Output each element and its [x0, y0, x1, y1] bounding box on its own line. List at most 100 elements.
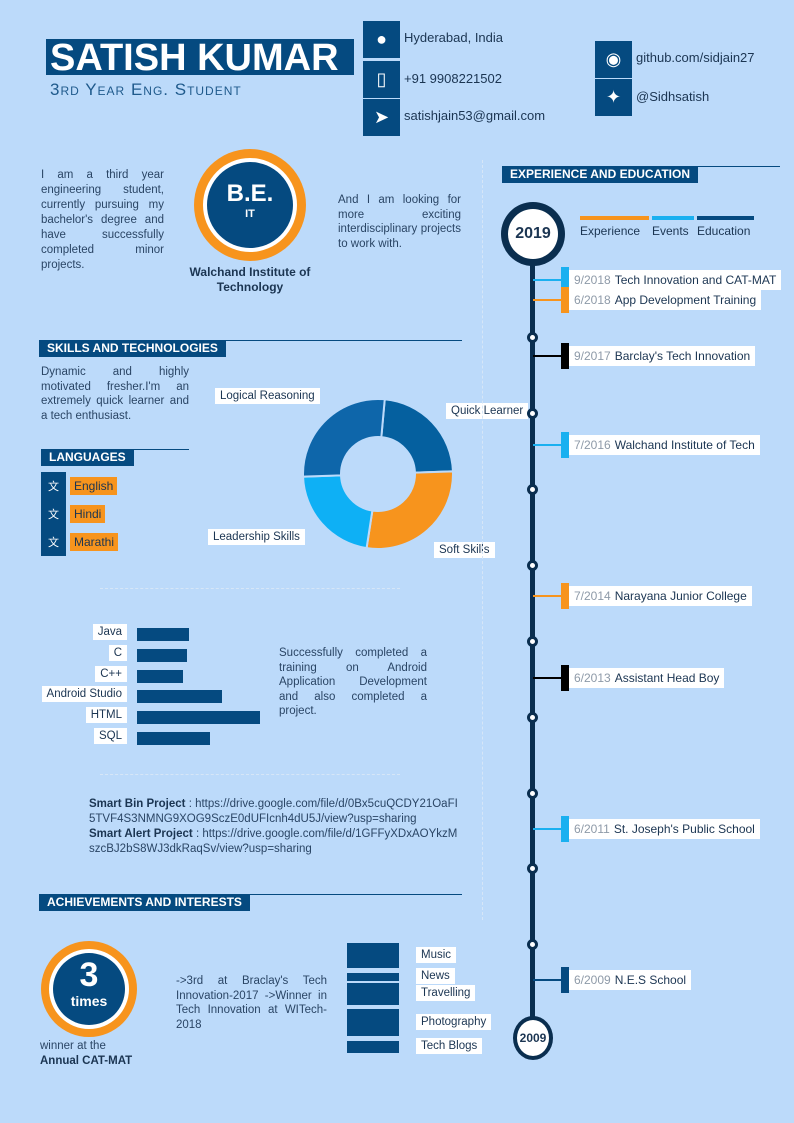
bar [137, 648, 188, 662]
contact-list: ● Hyderabad, India ▯ +91 9908221502 ➤ satis… [363, 21, 545, 136]
twitter-icon: ✦ [595, 79, 632, 116]
divider [39, 340, 462, 341]
timeline-node [527, 560, 538, 571]
project-link[interactable]: : https://drive.google.com/file/d/1GFFyX… [89, 828, 458, 855]
donut-label: Leadership Skills [208, 529, 305, 545]
degree: B.E. [226, 180, 274, 207]
timeline-entry: 6/2018 App Development Training [533, 287, 762, 313]
legend-events: Events [652, 224, 689, 238]
achievement-badge: 3 times [41, 941, 137, 1037]
twitter-link[interactable]: @Sidhsatish [636, 89, 710, 104]
category-marker [561, 665, 569, 691]
bar [137, 690, 222, 704]
entry-date: 6/2009 [574, 973, 611, 987]
connector [533, 444, 561, 446]
category-marker [561, 343, 569, 369]
category-marker [561, 583, 569, 609]
entry-title: App Development Training [614, 293, 757, 307]
intro-left: I am a third year engineering student, c… [41, 169, 164, 271]
entry-date: 7/2014 [574, 589, 611, 603]
translate-icon: 文 [41, 500, 66, 528]
bar-label: Android Studio [41, 686, 127, 703]
timeline-node [527, 484, 538, 495]
project-link[interactable]: : https://drive.google.com/file/d/0Bx5cu… [89, 798, 458, 825]
achievement-caption-bold: Annual CAT-MAT [40, 1055, 133, 1067]
timeline-start-node: 2019 [501, 202, 565, 266]
bar [137, 732, 210, 745]
donut-slice [302, 398, 386, 478]
interest-label: Travelling [416, 985, 476, 1001]
degree-badge: B.E. IT [194, 149, 306, 261]
phone: +91 9908221502 [404, 71, 502, 86]
github-link[interactable]: github.com/sidjain27 [636, 50, 755, 65]
section-experience: EXPERIENCE AND EDUCATION [502, 166, 699, 183]
timeline-entry: 6/2013 Assistant Head Boy [533, 665, 725, 691]
achievement-caption: winner at the [40, 1040, 106, 1052]
entry-title: N.E.S School [614, 973, 687, 987]
achievements-text: ->3rd at Braclay's Tech Innovation-2017 … [176, 975, 327, 1031]
end-year: 2009 [517, 1020, 549, 1056]
skills-summary: Dynamic and highly motivated fresher.I'm… [41, 366, 189, 422]
donut-label: Logical Reasoning [215, 388, 320, 404]
interest-block [347, 1009, 399, 1036]
timeline-legend: Experience Events Education [580, 216, 754, 238]
category-marker [561, 432, 569, 458]
timeline-node [527, 408, 538, 419]
interest-block [347, 973, 399, 981]
bar-label: SQL [93, 728, 127, 744]
timeline-end-node: 2009 [513, 1016, 553, 1060]
language-item: Hindi [70, 505, 106, 523]
timeline-node [527, 939, 538, 950]
social-list: ◉ github.com/sidjain27 ✦ @Sidhsatish [595, 41, 755, 116]
github-icon: ◉ [595, 41, 632, 78]
interest-label: Photography [416, 1013, 492, 1030]
entry-date: 6/2013 [574, 671, 611, 685]
divider [39, 894, 462, 895]
timeline-node [527, 788, 538, 799]
entry-title: St. Joseph's Public School [613, 822, 755, 836]
college-name: Walchand Institute of Technology [189, 265, 311, 294]
timeline-entry: 9/2017 Barclay's Tech Innovation [533, 343, 756, 369]
timeline-entry: 9/2018 Tech Innovation and CAT-MAT [533, 267, 782, 293]
translate-icon: 文 [41, 528, 66, 556]
donut-label: Soft Skills [434, 542, 495, 558]
timeline-entry: 6/2011 St. Joseph's Public School [533, 816, 760, 842]
entry-title: Tech Innovation and CAT-MAT [614, 273, 777, 287]
section-achievements: ACHIEVEMENTS AND INTERESTS [39, 894, 250, 911]
category-marker [561, 816, 569, 842]
timeline-entry: 6/2009 N.E.S School [533, 967, 692, 993]
interest-label: Tech Blogs [416, 1038, 483, 1054]
legend-experience: Experience [580, 224, 641, 238]
category-marker [561, 967, 569, 993]
timeline-node [527, 712, 538, 723]
name-title: SATISH KUMAR [46, 39, 354, 77]
dashed-divider [100, 774, 400, 775]
start-year: 2019 [508, 209, 558, 259]
mobile-phone-icon: ▯ [363, 61, 400, 98]
entry-date: 6/2018 [574, 293, 611, 307]
timeline-line [530, 240, 535, 1030]
donut-label: Quick Learner [446, 403, 529, 419]
location: Hyderabad, India [404, 30, 504, 45]
column-divider [482, 160, 483, 920]
bar-label: C++ [95, 665, 127, 682]
skills-donut-chart [302, 398, 454, 550]
achievement-count: 3 [79, 956, 99, 994]
section-skills: SKILLS AND TECHNOLOGIES [39, 340, 226, 357]
bar-label: HTML [85, 707, 127, 724]
connector [533, 279, 561, 281]
connector [533, 595, 561, 597]
location-pin-icon: ● [363, 21, 400, 58]
section-languages: LANGUAGES [41, 449, 134, 466]
interest-block [347, 1041, 399, 1053]
connector [533, 828, 561, 830]
connector [533, 355, 561, 357]
timeline-node [527, 863, 538, 874]
entry-date: 6/2011 [574, 822, 610, 836]
dashed-divider [100, 588, 400, 589]
legend-education: Education [697, 224, 751, 238]
entry-title: Assistant Head Boy [614, 671, 720, 685]
email-link[interactable]: satishjain53@gmail.com [404, 108, 546, 123]
training-text: Successfully completed a training on And… [279, 647, 427, 717]
bar [137, 711, 260, 725]
